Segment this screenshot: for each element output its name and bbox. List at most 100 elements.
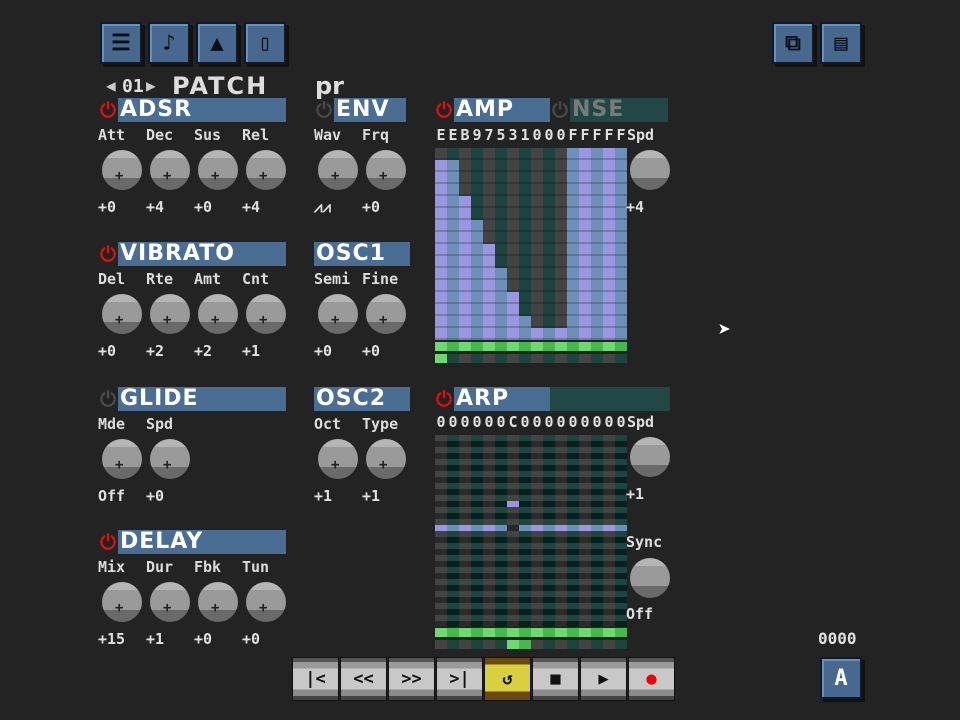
arp-cell: [567, 603, 579, 609]
wave-view-button[interactable]: ▲: [196, 22, 238, 64]
delay-knob-dur[interactable]: +: [150, 582, 190, 622]
vibrato-power-toggle-icon[interactable]: ⏻: [100, 242, 116, 266]
amp-power-toggle-icon[interactable]: ⏻: [436, 98, 452, 122]
amp-hex-value[interactable]: E: [436, 126, 446, 144]
arp-hex-value[interactable]: 0: [592, 413, 602, 431]
arp-cell: [579, 501, 591, 507]
amp-hex-value[interactable]: 1: [520, 126, 530, 144]
arp-cell: [447, 453, 459, 459]
amp-hex-value[interactable]: F: [616, 126, 626, 144]
amp-cell: [603, 220, 615, 232]
arp-hex-value[interactable]: 0: [580, 413, 590, 431]
file-view-button[interactable]: ▯: [244, 22, 286, 64]
tracker-view-button[interactable]: ☰: [100, 22, 142, 64]
amp-hex-value[interactable]: 5: [496, 126, 506, 144]
skip-end-button[interactable]: >|: [436, 657, 483, 701]
glide-knob-mde[interactable]: +: [102, 439, 142, 479]
amp-hex-value[interactable]: F: [580, 126, 590, 144]
arp-pitch-grid[interactable]: [435, 435, 627, 627]
patch-name-input[interactable]: pr: [315, 72, 345, 100]
amp-hex-value[interactable]: 9: [472, 126, 482, 144]
fast-forward-button[interactable]: >>: [388, 657, 435, 701]
env-knob-frq[interactable]: +: [366, 150, 406, 190]
amp-cell: [543, 196, 555, 208]
vibrato-knob-rte[interactable]: +: [150, 294, 190, 334]
glide-knob-spd[interactable]: +: [150, 439, 190, 479]
paste-button[interactable]: ▤: [820, 22, 862, 64]
arp-cell: [435, 441, 447, 447]
amp-hex-value[interactable]: 0: [544, 126, 554, 144]
amp-spd-knob[interactable]: [630, 150, 670, 190]
arp-hex-value[interactable]: 0: [436, 413, 446, 431]
adsr-knob-att[interactable]: +: [102, 150, 142, 190]
amp-hex-value[interactable]: 0: [556, 126, 566, 144]
amp-hex-value[interactable]: F: [604, 126, 614, 144]
amp-hex-value[interactable]: 7: [484, 126, 494, 144]
arp-hex-value[interactable]: 0: [448, 413, 458, 431]
delay-knob-mix[interactable]: +: [102, 582, 142, 622]
record-button[interactable]: ●: [628, 657, 675, 701]
amp-hex-value[interactable]: F: [592, 126, 602, 144]
amp-cell: [483, 148, 495, 160]
arp-hex-value[interactable]: 0: [556, 413, 566, 431]
adsr-knob-sus[interactable]: +: [198, 150, 238, 190]
next-patch-button[interactable]: ▶: [146, 76, 156, 95]
vibrato-knob-amt[interactable]: +: [198, 294, 238, 334]
prev-patch-button[interactable]: ◀: [106, 76, 116, 95]
arp-hex-value[interactable]: 0: [544, 413, 554, 431]
amp-hex-value[interactable]: B: [460, 126, 470, 144]
rewind-button[interactable]: <<: [340, 657, 387, 701]
notes-view-button[interactable]: ♪: [148, 22, 190, 64]
arp-hex-value[interactable]: 0: [460, 413, 470, 431]
arp-hex-value[interactable]: C: [508, 413, 518, 431]
arp-hex-value[interactable]: 0: [616, 413, 626, 431]
vibrato-value-del: +0: [98, 342, 117, 360]
env-knob-wav[interactable]: +: [318, 150, 358, 190]
adsr-power-toggle-icon[interactable]: ⏻: [100, 98, 116, 122]
amp-cell: [471, 208, 483, 220]
mode-button[interactable]: A: [820, 657, 862, 699]
env-power-toggle-icon[interactable]: ⏻: [316, 98, 332, 122]
vibrato-knob-cnt[interactable]: +: [246, 294, 286, 334]
vibrato-knob-del[interactable]: +: [102, 294, 142, 334]
amp-cell: [471, 292, 483, 304]
arp-cell: [495, 483, 507, 489]
arp-hex-value[interactable]: 0: [568, 413, 578, 431]
arp-cell: [615, 609, 627, 615]
osc1-knob-semi[interactable]: +: [318, 294, 358, 334]
amp-hex-value[interactable]: F: [568, 126, 578, 144]
skip-start-button[interactable]: |<: [292, 657, 339, 701]
glide-power-toggle-icon[interactable]: ⏻: [100, 387, 116, 411]
amp-cell: [591, 244, 603, 256]
arp-hex-value[interactable]: 0: [604, 413, 614, 431]
arp-cell: [543, 585, 555, 591]
amp-hex-value[interactable]: E: [448, 126, 458, 144]
amp-cell: [555, 196, 567, 208]
copy-button[interactable]: ⧉: [772, 22, 814, 64]
arp-spd-knob[interactable]: [630, 437, 670, 477]
delay-power-toggle-icon[interactable]: ⏻: [100, 530, 116, 554]
osc2-knob-oct[interactable]: +: [318, 439, 358, 479]
arp-playhead-cell: [447, 640, 459, 649]
nse-power-toggle-icon[interactable]: ⏻: [552, 98, 568, 122]
arp-power-toggle-icon[interactable]: ⏻: [436, 387, 452, 411]
play-button[interactable]: ▶: [580, 657, 627, 701]
stop-button[interactable]: ■: [532, 657, 579, 701]
arp-hex-value[interactable]: 0: [484, 413, 494, 431]
arp-hex-value[interactable]: 0: [520, 413, 530, 431]
osc1-knob-fine[interactable]: +: [366, 294, 406, 334]
amp-envelope-grid[interactable]: [435, 148, 627, 340]
osc2-knob-type[interactable]: +: [366, 439, 406, 479]
loop-button[interactable]: ↺: [484, 657, 531, 701]
amp-hex-value[interactable]: 3: [508, 126, 518, 144]
delay-knob-tun[interactable]: +: [246, 582, 286, 622]
amp-hex-value[interactable]: 0: [532, 126, 542, 144]
adsr-knob-dec[interactable]: +: [150, 150, 190, 190]
amp-cell: [483, 328, 495, 340]
arp-hex-value[interactable]: 0: [472, 413, 482, 431]
arp-hex-value[interactable]: 0: [532, 413, 542, 431]
arp-hex-value[interactable]: 0: [496, 413, 506, 431]
delay-knob-fbk[interactable]: +: [198, 582, 238, 622]
adsr-knob-rel[interactable]: +: [246, 150, 286, 190]
arp-sync-knob[interactable]: [630, 558, 670, 598]
